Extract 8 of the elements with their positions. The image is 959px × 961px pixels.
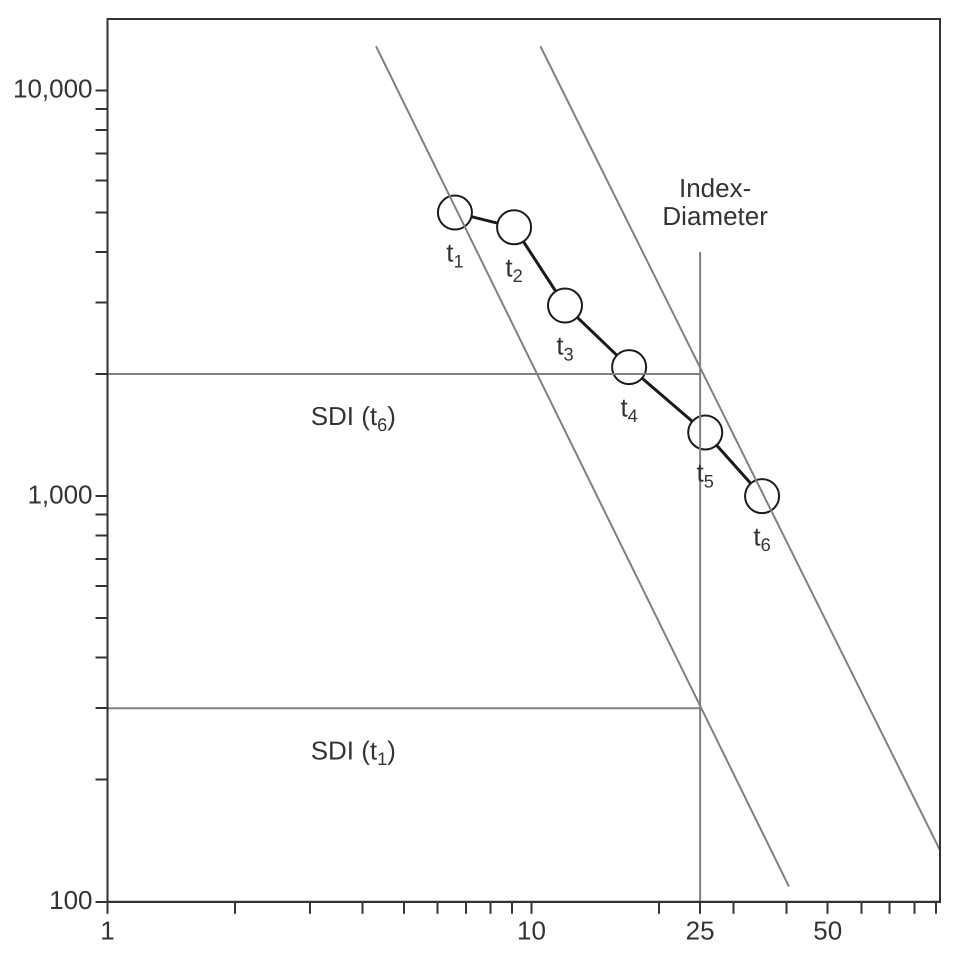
x-tick-label: 10	[516, 916, 546, 946]
x-tick-label: 50	[813, 916, 842, 946]
x-tick-label: 25	[686, 916, 715, 946]
y-tick-label: 10,000	[12, 74, 93, 104]
y-tick-label: 1,000	[27, 479, 93, 510]
x-tick-label: 1	[100, 916, 115, 946]
annotation: Index- Diameter	[662, 173, 768, 232]
y-tick-label: 100	[49, 884, 93, 915]
